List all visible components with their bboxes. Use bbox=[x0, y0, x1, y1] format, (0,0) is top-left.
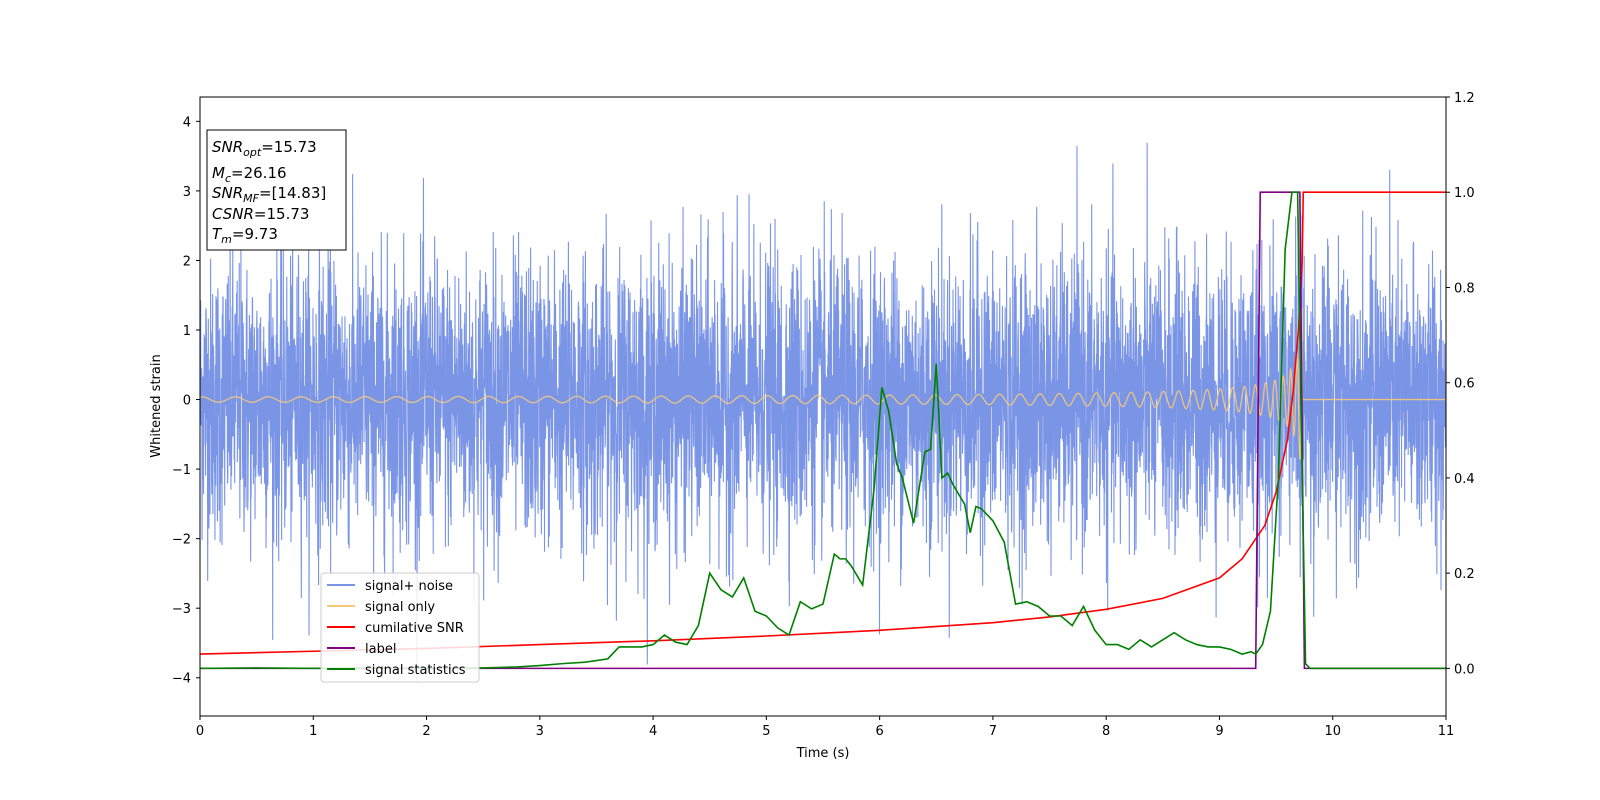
info-snr-mf: SNRMF=[14.83] bbox=[212, 184, 326, 205]
y-axis-left: −4 −3 −2 −1 0 1 2 3 4 bbox=[172, 115, 200, 687]
y2-tick-label: 0.8 bbox=[1454, 281, 1475, 296]
legend-frame bbox=[320, 572, 480, 683]
y-tick-label: −2 bbox=[172, 533, 191, 548]
info-box-frame bbox=[206, 129, 347, 251]
x-tick-label: 5 bbox=[762, 724, 770, 739]
y-tick-label: 2 bbox=[183, 254, 191, 269]
info-snr-mf-value: =[14.83] bbox=[259, 184, 326, 202]
info-box: SNRopt=15.73 Mc=26.16 SNRMF=[14.83] CSNR… bbox=[206, 129, 347, 251]
y-tick-label: 4 bbox=[183, 115, 191, 130]
x-tick-label: 8 bbox=[1102, 724, 1110, 739]
series-cumulative-snr bbox=[200, 191, 1446, 655]
y-axis-label: Whitened strain bbox=[149, 354, 164, 457]
legend-label-signal-statistics: signal statistics bbox=[365, 663, 466, 678]
info-snr-opt-main: SNR bbox=[212, 138, 243, 156]
x-axis-label: Time (s) bbox=[796, 746, 850, 761]
x-tick-label: 7 bbox=[989, 724, 997, 739]
info-csnr-main: CSNR bbox=[212, 205, 254, 223]
x-tick-label: 2 bbox=[422, 724, 430, 739]
y-tick-label: 1 bbox=[183, 324, 191, 339]
x-tick-label: 3 bbox=[536, 724, 544, 739]
info-tm-sub: m bbox=[221, 233, 232, 246]
info-snr-opt: SNRopt=15.73 bbox=[212, 138, 317, 159]
plot-area bbox=[200, 142, 1446, 681]
info-tm-main: T bbox=[212, 225, 223, 243]
y-tick-label: 0 bbox=[183, 394, 191, 409]
legend-label-label: label bbox=[365, 642, 396, 657]
y-tick-label: 3 bbox=[183, 185, 191, 200]
x-tick-label: 10 bbox=[1324, 724, 1341, 739]
x-axis: 0 1 2 3 4 5 6 7 8 9 10 11 bbox=[196, 716, 1454, 739]
info-snr-opt-value: =15.73 bbox=[261, 138, 317, 156]
series-signal-only bbox=[200, 307, 1446, 460]
x-tick-label: 11 bbox=[1438, 724, 1455, 739]
info-snr-mf-main: SNR bbox=[212, 184, 243, 202]
info-tm-value: =9.73 bbox=[232, 225, 278, 243]
legend-label-signal-only: signal only bbox=[365, 600, 435, 615]
info-snr-mf-sub: MF bbox=[243, 192, 259, 205]
y2-tick-label: 1.0 bbox=[1454, 186, 1475, 201]
y2-tick-label: 0.0 bbox=[1454, 662, 1475, 677]
legend: signal+ noise signal only cumilative SNR… bbox=[320, 572, 480, 683]
x-tick-label: 6 bbox=[875, 724, 883, 739]
y2-tick-label: 0.4 bbox=[1454, 472, 1475, 487]
y-tick-label: −1 bbox=[172, 463, 191, 478]
y2-tick-label: 0.2 bbox=[1454, 567, 1475, 582]
y-tick-label: −3 bbox=[172, 602, 191, 617]
series-signal-statistics bbox=[200, 191, 1446, 670]
legend-label-signal-noise: signal+ noise bbox=[365, 579, 453, 594]
legend-label-cumulative-snr: cumilative SNR bbox=[365, 621, 464, 636]
info-mc: Mc=26.16 bbox=[212, 164, 287, 185]
y-axis-right: 0.0 0.2 0.4 0.6 0.8 1.0 1.2 bbox=[1446, 91, 1475, 677]
info-mc-value: =26.16 bbox=[231, 164, 287, 182]
x-tick-label: 4 bbox=[649, 724, 657, 739]
x-tick-label: 1 bbox=[309, 724, 317, 739]
info-csnr: CSNR=15.73 bbox=[212, 205, 309, 223]
y2-tick-label: 0.6 bbox=[1454, 377, 1475, 392]
x-tick-label: 9 bbox=[1215, 724, 1223, 739]
plot-frame bbox=[199, 96, 1447, 717]
info-snr-opt-sub: opt bbox=[243, 146, 262, 159]
series-signal-noise bbox=[200, 142, 1446, 681]
info-tm: Tm=9.73 bbox=[212, 225, 278, 246]
info-mc-sub: c bbox=[225, 172, 231, 185]
info-csnr-value: =15.73 bbox=[254, 205, 310, 223]
x-tick-label: 0 bbox=[196, 724, 204, 739]
y2-tick-label: 1.2 bbox=[1454, 91, 1475, 106]
y-tick-label: −4 bbox=[172, 672, 191, 687]
info-mc-main: M bbox=[212, 164, 225, 182]
